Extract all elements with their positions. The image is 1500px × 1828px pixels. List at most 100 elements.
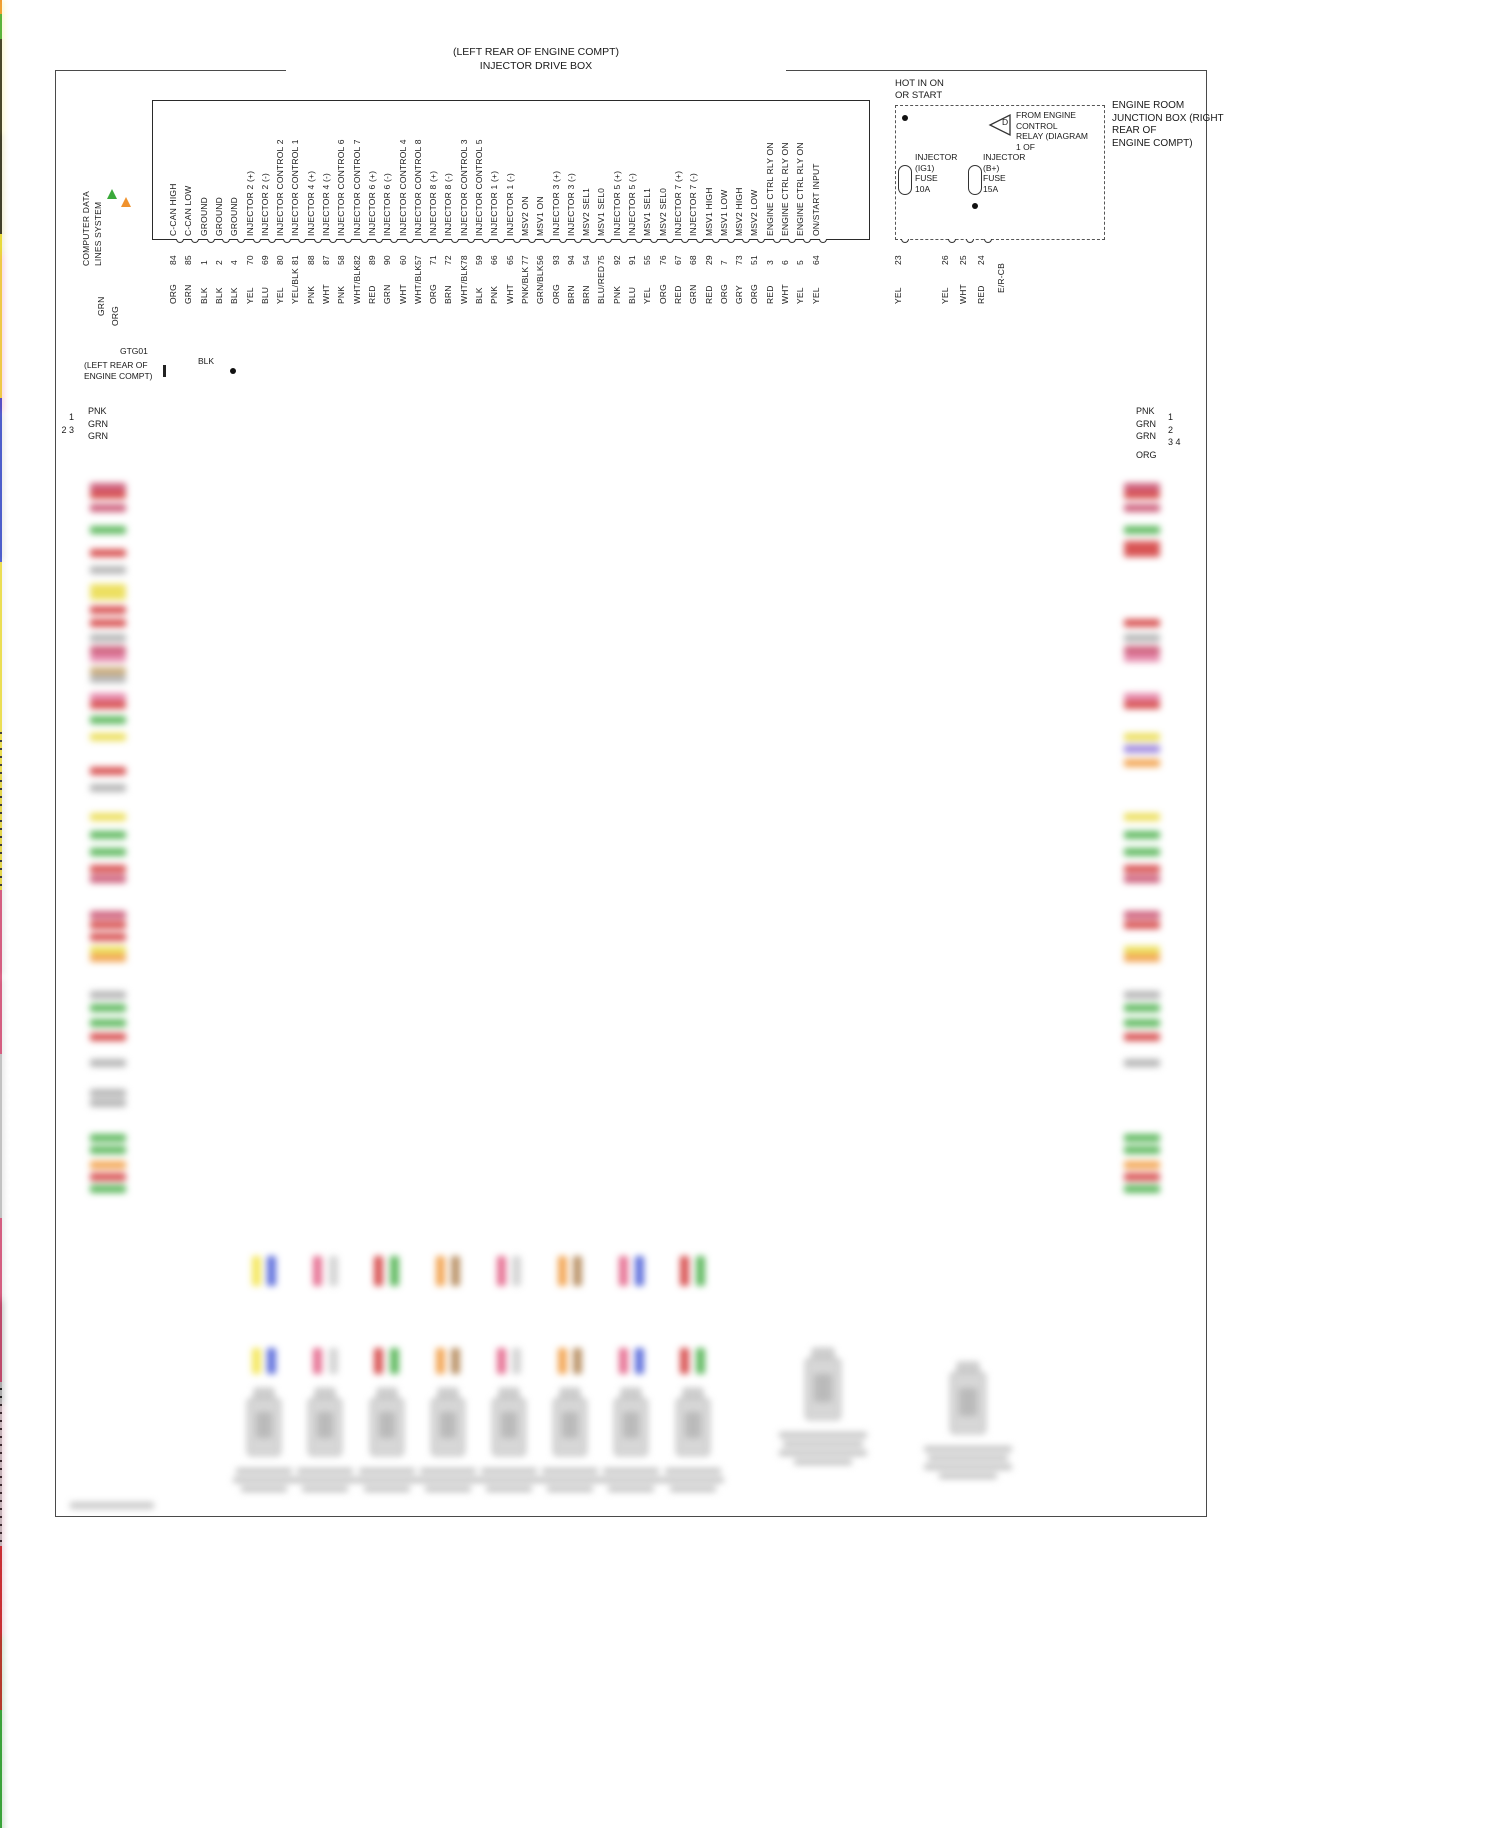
pin-terminal-icon	[359, 239, 368, 243]
pin-label: INJECTOR 3 (-)	[565, 172, 576, 236]
pin-number: 7	[718, 260, 729, 265]
pin-label: MSV2 ON	[519, 196, 530, 236]
pin-label: INJECTOR 4 (-)	[321, 172, 331, 236]
wire-color-label: BLU/RED	[596, 265, 607, 304]
wire-pin-85	[0, 14, 2, 39]
pin-number: 5	[795, 260, 806, 265]
wire-color-label: RED	[672, 285, 683, 304]
pin-number: 65	[504, 255, 515, 265]
pin-label: C-CAN LOW	[183, 185, 194, 236]
pin-terminal-icon	[374, 239, 383, 243]
pin-label: INJECTOR 8 (-)	[443, 172, 454, 236]
pin-label: INJECTOR CONTROL 5	[474, 139, 484, 236]
pin-label: INJECTOR 2 (+)	[244, 170, 255, 236]
wire-color-label: ORG	[428, 284, 439, 304]
wire-color-label: ORG	[168, 284, 178, 304]
bus-color-label: PNK	[1136, 406, 1155, 416]
junction-dot	[972, 203, 978, 209]
pin-number: 60	[397, 255, 408, 265]
pin-label: MSV2 SEL0	[657, 187, 668, 236]
pin-label: MSV1 HIGH	[703, 187, 714, 236]
pin-terminal-icon	[313, 239, 322, 243]
pin-label: MSV2 HIGH	[734, 187, 745, 236]
pin-number: 92	[611, 255, 622, 265]
pin-number: 91	[627, 255, 637, 265]
pin-number: 75	[596, 255, 607, 265]
pin-label: C-CAN HIGH	[168, 183, 178, 236]
pin-number: 25	[958, 255, 968, 265]
pin-label: INJECTOR 7 (-)	[688, 172, 699, 236]
wire-color-label: YEL	[795, 287, 806, 304]
ground-wire-color-label: BLK	[198, 356, 215, 366]
pin-label: INJECTOR 1 (-)	[504, 172, 515, 236]
pin-number: 2	[213, 260, 224, 265]
wire-pin-87	[0, 1054, 2, 1218]
title-location: (LEFT REAR OF ENGINE COMPT)	[452, 46, 620, 58]
wire-color-label: YEL	[642, 287, 653, 304]
fuse2-amps: 15A	[983, 183, 999, 194]
pin-number: 80	[275, 255, 286, 265]
wire-pin-88	[0, 890, 2, 1054]
hot-in-on-note: HOT IN ON OR START	[895, 78, 944, 102]
pin-number: 58	[336, 255, 347, 265]
pin-label: INJECTOR CONTROL 8	[412, 139, 423, 236]
pin-label: MSV1 SEL1	[642, 187, 653, 236]
wire-color-label: PNK	[336, 285, 347, 304]
wire-color-label: BRN	[443, 285, 454, 304]
wire-color-label: WHT	[780, 284, 790, 304]
pin-terminal-icon	[527, 239, 536, 243]
relay-symbol	[988, 113, 1011, 137]
engine-room-junction-note: ENGINE ROOM JUNCTION BOX (RIGHT REAR OF …	[1112, 100, 1224, 150]
pin-label: MSV1 ON	[535, 196, 546, 236]
pin-terminal-icon	[665, 239, 674, 243]
hot-note-line2: OR START	[895, 89, 943, 101]
pin-number: 69	[259, 255, 270, 265]
ground-note-line2: ENGINE COMPT)	[84, 370, 153, 381]
pin-terminal-icon	[680, 239, 689, 243]
wire-color-label: BLK	[198, 287, 209, 304]
fuse-icon	[968, 165, 982, 195]
pin-label: INJECTOR 3 (+)	[550, 170, 561, 236]
pin-number: 82	[351, 255, 362, 265]
wire-color-label: WHT/BLK	[412, 264, 423, 304]
pin-number: 54	[581, 255, 592, 265]
wire-color-label: WHT/BLK	[458, 264, 469, 304]
wire-pin-80	[0, 562, 2, 726]
pin-number: 56	[535, 255, 546, 265]
pin-label: INJECTOR CONTROL 1	[290, 139, 301, 236]
fuse1-sub: (IG1)	[915, 162, 935, 173]
pin-label: INJECTOR 1 (+)	[489, 170, 500, 236]
pin-terminal-icon	[711, 239, 720, 243]
pin-number: 77	[519, 255, 530, 265]
pin-label: INJECTOR CONTROL 3	[458, 139, 469, 236]
computer-data-label-line2: LINES SYSTEM	[93, 201, 103, 266]
relay-source-note: FROM ENGINE CONTROL RELAY (DIAGRAM 1 OF	[1016, 110, 1088, 153]
pin-terminal-icon	[267, 239, 276, 243]
wire-pin-81	[0, 726, 2, 890]
pin-number: 68	[688, 255, 699, 265]
wire-pin-58	[0, 1218, 2, 1382]
pin-number: 51	[749, 255, 760, 265]
wire-color-label: RED	[976, 285, 986, 304]
wire-pin-69	[0, 398, 2, 562]
injector-drive-box-title: (LEFT REAR OF ENGINE COMPT) INJECTOR DRI…	[286, 46, 786, 74]
pin-label: GROUND	[229, 197, 240, 236]
wire-color-label: PNK	[305, 285, 316, 304]
relay-note-line2: CONTROL	[1016, 120, 1058, 131]
wire-color-label: GRY	[734, 285, 745, 304]
pin-label: INJECTOR 8 (+)	[428, 170, 439, 236]
wire-color-label: BLU	[627, 286, 637, 304]
pin-number: 64	[810, 255, 821, 265]
pin-label: MSV1 SEL0	[596, 187, 607, 236]
pin-label: INJECTOR 6 (+)	[366, 170, 377, 236]
pin-label: ENGINE CTRL RLY ON	[795, 142, 806, 236]
pin-terminal-icon	[772, 239, 781, 243]
wire-color-label: WHT	[321, 284, 331, 304]
relay-letter: D	[1002, 117, 1009, 127]
pin-label: ENGINE CTRL RLY ON	[780, 142, 790, 236]
wire-color-label: YEL	[275, 287, 286, 304]
wire-pin-84	[0, 0, 2, 14]
pin-number: 94	[565, 255, 576, 265]
wire-color-label: PNK	[611, 285, 622, 304]
bus-color-label: GRN	[88, 431, 108, 441]
